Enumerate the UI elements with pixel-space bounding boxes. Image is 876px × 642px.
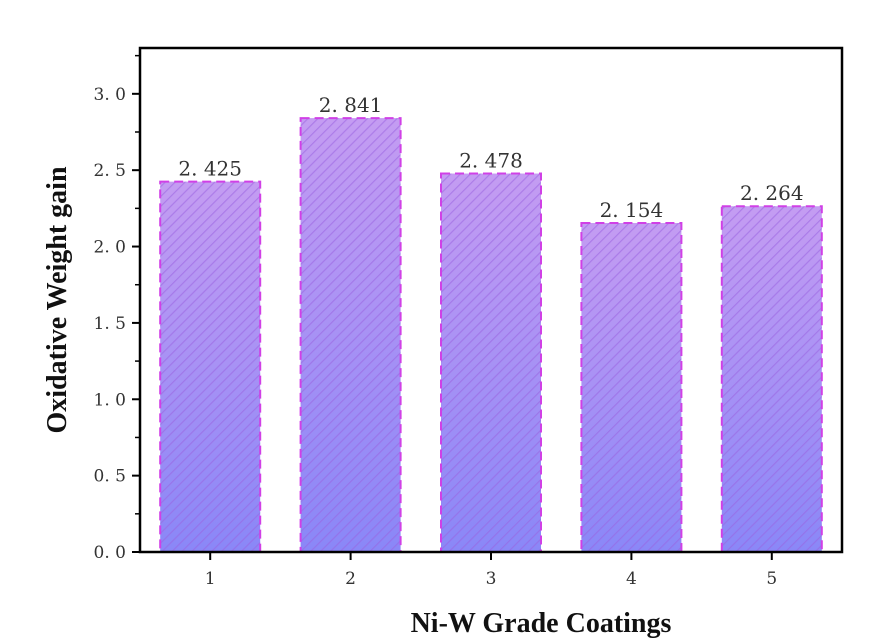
y-tick-label: 2. 0 [94,238,126,258]
data-label-3: 2. 478 [459,149,523,173]
bar-hatch [441,173,541,553]
data-label-4: 2. 154 [600,198,664,222]
data-label-2: 2. 841 [319,93,383,117]
y-tick-label: 0. 5 [94,467,126,487]
y-tick-label: 2. 5 [94,161,126,181]
bar-hatch [721,206,822,552]
y-axis-title: Oxidative Weight gain [42,166,73,433]
data-labels: 2. 425 2. 841 2. 478 2. 154 2. 264 [178,93,803,222]
bars [159,117,823,554]
bar-hatch [160,181,261,553]
y-tick-label: 1. 0 [94,390,126,410]
bar-3 [440,172,542,554]
bar-hatch [300,118,401,553]
x-tick-label-2: 2 [345,569,356,589]
x-tick-label-5: 5 [766,569,777,589]
bar-5 [720,205,823,553]
bar-4 [580,222,683,553]
x-tick-label-3: 3 [486,569,497,589]
bar-2 [299,117,402,554]
bar-outline [440,172,542,554]
bar-hatch [581,223,682,552]
data-label-5: 2. 264 [740,181,804,205]
bar-1 [159,180,262,554]
bar-outline [299,117,402,554]
x-axis-ticks: 1 2 3 4 5 [205,552,777,589]
x-tick-label-4: 4 [626,569,637,589]
y-tick-label: 1. 5 [94,314,126,334]
x-tick-label-1: 1 [205,569,216,589]
data-label-1: 2. 425 [178,157,242,181]
x-axis-title: Ni-W Grade Coatings [411,608,672,639]
y-tick-label: 0. 0 [94,543,126,563]
y-axis-ticks: 0. 0 0. 5 1. 0 1. 5 2. 0 2. 5 3. 0 [94,54,140,563]
y-tick-label: 3. 0 [94,85,126,105]
